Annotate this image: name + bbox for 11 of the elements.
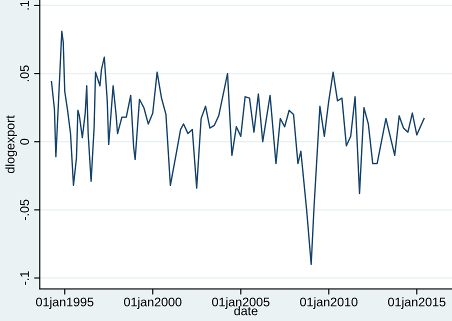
x-tick-label: 01jan2000 [124,297,182,309]
y-tick-label: .1 [20,0,29,10]
x-tick-label: 01jan2015 [388,297,446,309]
line-series [50,30,425,266]
y-axis-title: dlogexport [5,115,18,174]
x-tick-label: 01jan2010 [300,297,358,309]
y-tick-label: -.05 [20,200,29,220]
y-tick-label: .05 [20,65,29,82]
y-tick-label: 0 [20,138,29,145]
x-tick-label: 01jan1995 [36,297,94,309]
y-tick-label: -.1 [20,271,29,285]
